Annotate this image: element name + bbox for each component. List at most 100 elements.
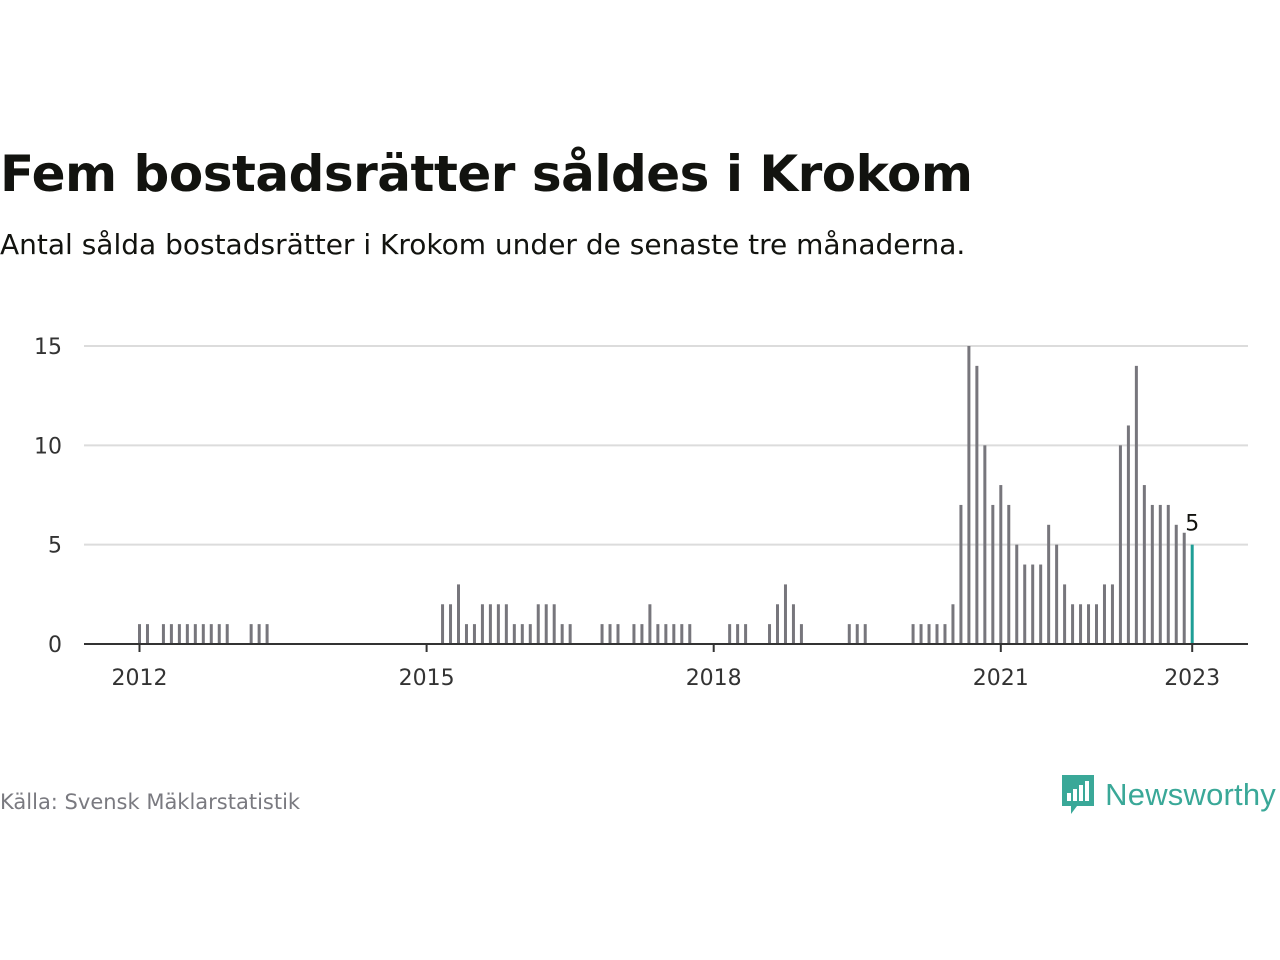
bar — [145, 624, 149, 644]
bar — [608, 624, 612, 644]
bar — [249, 624, 253, 644]
newsworthy-logo: Newsworthy — [1059, 772, 1276, 818]
bar — [1087, 604, 1091, 644]
bar — [512, 624, 516, 644]
bar — [648, 604, 652, 644]
bar — [632, 624, 636, 644]
logo-text: Newsworthy — [1105, 777, 1276, 812]
bar — [552, 604, 556, 644]
x-tick-label: 2015 — [399, 666, 455, 691]
bar — [919, 624, 923, 644]
bar — [1174, 524, 1178, 644]
bar — [528, 624, 532, 644]
bar — [1071, 604, 1075, 644]
axes — [84, 643, 1248, 652]
y-tick-label: 0 — [48, 633, 62, 658]
bar — [1007, 504, 1011, 644]
bar — [169, 624, 173, 644]
bar — [1031, 564, 1035, 644]
bars — [138, 346, 1194, 644]
bar — [1158, 504, 1162, 644]
bar — [975, 365, 979, 644]
bar — [1102, 584, 1106, 644]
bar — [783, 584, 787, 644]
bar — [161, 624, 165, 644]
bar — [1055, 544, 1059, 644]
bar — [520, 624, 524, 644]
source-note: Källa: Svensk Mäklarstatistik — [0, 790, 301, 814]
bar — [728, 624, 732, 644]
bar — [983, 445, 987, 644]
bar — [959, 504, 963, 644]
newsworthy-chart-bubble-icon — [1062, 775, 1095, 814]
bar — [217, 624, 221, 644]
bar — [480, 604, 484, 644]
bar — [744, 624, 748, 644]
y-tick-label: 15 — [34, 335, 62, 360]
bar — [911, 624, 915, 644]
bar — [472, 624, 476, 644]
bar — [640, 624, 644, 644]
bar — [464, 624, 468, 644]
bar — [600, 624, 604, 644]
bar — [863, 624, 867, 644]
bar — [560, 624, 564, 644]
bar — [1039, 564, 1043, 644]
bar — [656, 624, 660, 644]
bar — [799, 624, 803, 644]
bar — [449, 604, 453, 644]
bar — [193, 624, 197, 644]
bar — [1182, 532, 1186, 644]
bar — [1126, 425, 1130, 644]
bar — [177, 624, 181, 644]
bar — [999, 485, 1003, 644]
bar — [927, 624, 931, 644]
bar — [664, 624, 668, 644]
bar — [457, 584, 460, 644]
y-tick-label: 10 — [34, 434, 62, 459]
gridlines — [84, 345, 1248, 546]
bar — [1015, 544, 1019, 644]
bar — [943, 624, 947, 644]
bar — [616, 624, 620, 644]
bar — [935, 624, 939, 644]
bar — [201, 624, 205, 644]
bar — [680, 624, 684, 644]
bar-chart: 0 5 10 15 2012 2015 2018 2021 2023 5 — [34, 335, 1248, 691]
bar-highlight — [1190, 544, 1194, 644]
bar — [776, 604, 779, 644]
x-tick-label: 2012 — [112, 666, 168, 691]
bar — [257, 624, 261, 644]
bar — [1110, 584, 1114, 644]
y-tick-label: 5 — [48, 534, 62, 559]
bar — [1142, 485, 1146, 644]
bar — [488, 604, 492, 644]
bar — [1118, 445, 1122, 644]
bar — [265, 624, 269, 644]
bar — [1063, 584, 1067, 644]
x-tick-label: 2018 — [686, 666, 742, 691]
bar — [1166, 504, 1170, 644]
bar — [536, 604, 540, 644]
bar — [1047, 524, 1051, 644]
bar — [185, 624, 189, 644]
bar — [225, 624, 229, 644]
chart-subtitle: Antal sålda bostadsrätter i Krokom under… — [0, 228, 966, 261]
bar — [991, 504, 995, 644]
bar — [1023, 564, 1027, 644]
bar — [855, 624, 859, 644]
bar — [441, 604, 445, 644]
bar — [1150, 504, 1154, 644]
bar — [688, 624, 692, 644]
x-tick-label: 2021 — [973, 666, 1029, 691]
bar — [847, 624, 851, 644]
bar — [504, 604, 508, 644]
bar — [951, 604, 955, 644]
bar — [544, 604, 548, 644]
bar — [138, 624, 141, 644]
bar — [1079, 604, 1083, 644]
labels: 0 5 10 15 2012 2015 2018 2021 2023 5 — [34, 335, 1220, 691]
bar — [967, 346, 971, 644]
bar — [568, 624, 572, 644]
bar — [672, 624, 676, 644]
